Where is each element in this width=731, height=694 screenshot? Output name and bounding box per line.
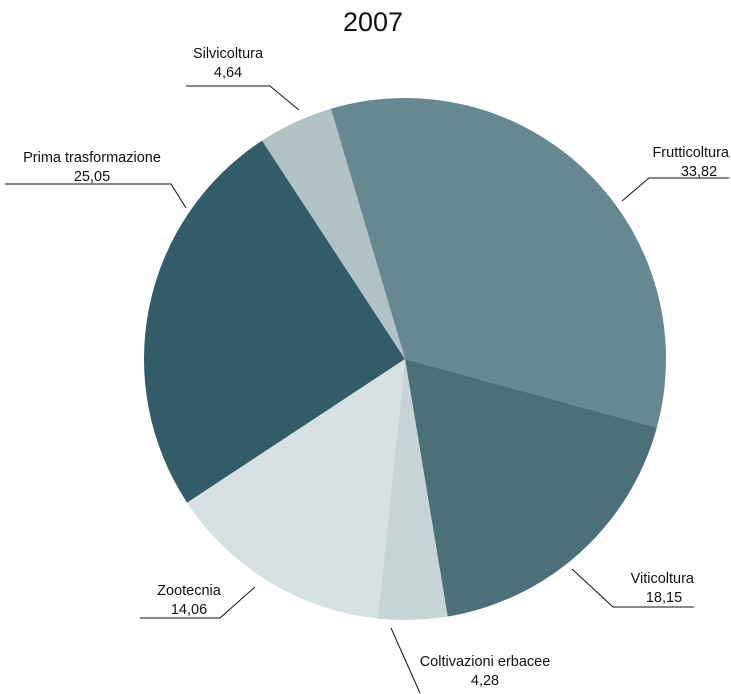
pie-slice-zootecnia	[187, 359, 405, 619]
pie-slice-viticoltura	[405, 359, 657, 617]
slice-label: Zootecnia	[157, 583, 222, 599]
slice-label: Coltivazioni erbacee	[420, 654, 551, 670]
slice-label: Silvicoltura	[193, 46, 264, 62]
pie-slice-frutticoltura	[330, 98, 667, 428]
pie-slice-silvicoltura	[262, 108, 405, 359]
slice-value-label: 25,05	[74, 169, 110, 185]
slice-value-label: 14,06	[171, 602, 207, 618]
leader-line	[140, 586, 256, 619]
leader-line	[5, 183, 187, 209]
slice-label: Frutticoltura	[652, 145, 729, 161]
slice-value-label: 18,15	[646, 590, 682, 606]
leader-line	[621, 177, 729, 202]
leader-line	[571, 568, 694, 608]
slice-value-label: 4,28	[471, 673, 499, 689]
slice-value-label: 33,82	[681, 164, 717, 180]
pie-slice-prima-trasformazione	[143, 140, 405, 503]
slice-labels: Frutticoltura 33,82 Viticoltura 18,15 Coltiv…	[5, 46, 730, 694]
leader-line	[186, 85, 300, 111]
pie-slice-coltivazioni-erbacee	[377, 359, 448, 620]
slice-label: Prima trasformazione	[23, 150, 161, 166]
pie-slices	[143, 98, 667, 620]
slice-label: Viticoltura	[631, 571, 695, 587]
slice-value-label: 4,64	[214, 65, 242, 81]
leader-line	[390, 627, 421, 694]
chart-title: 2007	[343, 7, 403, 37]
